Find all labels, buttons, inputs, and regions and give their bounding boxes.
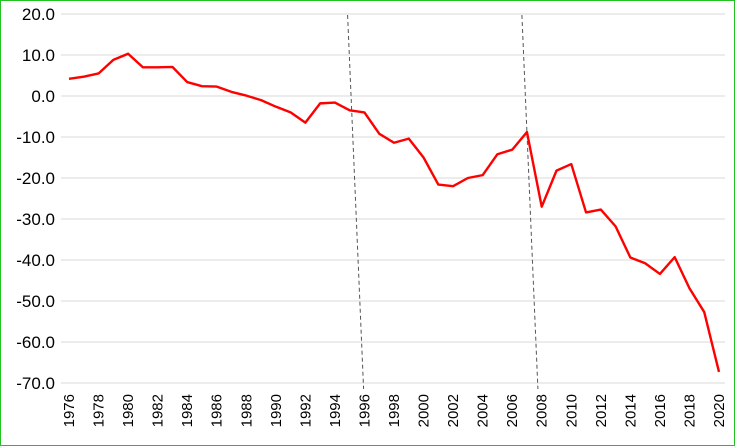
y-tick-label: -70.0 xyxy=(16,374,55,393)
reference-line xyxy=(521,14,539,390)
reference-line xyxy=(347,14,365,390)
x-tick-label: 1996 xyxy=(356,394,373,427)
x-tick-label: 1978 xyxy=(91,394,108,427)
y-tick-label: -50.0 xyxy=(16,292,55,311)
y-tick-label: 10.0 xyxy=(22,46,55,65)
x-tick-label: 1982 xyxy=(150,394,167,427)
x-tick-label: 1976 xyxy=(61,394,78,427)
x-tick-label: 1984 xyxy=(179,394,196,427)
y-tick-label: 0.0 xyxy=(31,87,55,106)
x-tick-label: 1990 xyxy=(268,394,285,427)
x-tick-label: 2004 xyxy=(475,394,492,427)
x-tick-label: 2014 xyxy=(622,394,639,427)
x-tick-label: 2018 xyxy=(681,394,698,427)
x-tick-label: 2006 xyxy=(504,394,521,427)
x-axis-ticks: 1976 1978 1980 1982 1984 1986 1988 1990 1992 1994… xyxy=(61,394,728,427)
x-tick-label: 1986 xyxy=(209,394,226,427)
y-tick-label: -30.0 xyxy=(16,210,55,229)
x-tick-label: 2016 xyxy=(652,394,669,427)
y-axis-ticks: 20.0 10.0 0.0 -10.0 -20.0 -30.0 -40.0 -50.0 -60.… xyxy=(16,5,55,393)
x-tick-label: 1994 xyxy=(327,394,344,427)
y-tick-label: -40.0 xyxy=(16,251,55,270)
x-tick-label: 2012 xyxy=(593,394,610,427)
x-tick-label: 1998 xyxy=(386,394,403,427)
series-layer xyxy=(68,52,721,373)
y-tick-label: -10.0 xyxy=(16,128,55,147)
x-tick-label: 2010 xyxy=(563,394,580,427)
x-tick-label: 1988 xyxy=(238,394,255,427)
y-tick-label: 20.0 xyxy=(22,5,55,24)
y-tick-label: -60.0 xyxy=(16,333,55,352)
x-tick-label: 1980 xyxy=(120,394,137,427)
gridlines xyxy=(61,13,725,384)
x-tick-label: 2008 xyxy=(534,394,551,427)
reference-lines xyxy=(347,14,539,390)
series-line xyxy=(68,52,721,373)
y-tick-label: -20.0 xyxy=(16,169,55,188)
x-tick-label: 2000 xyxy=(416,394,433,427)
x-tick-label: 1992 xyxy=(297,394,314,427)
x-tick-label: 2002 xyxy=(445,394,462,427)
x-tick-label: 2020 xyxy=(711,394,728,427)
